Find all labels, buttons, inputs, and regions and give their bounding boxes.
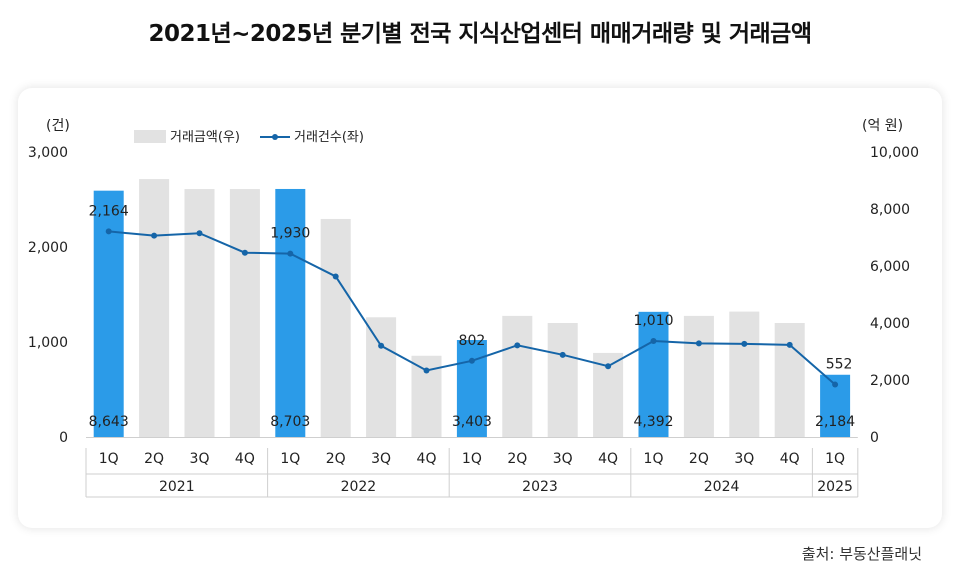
right-tick-label: 2,000 bbox=[870, 373, 910, 389]
line-point bbox=[241, 249, 248, 256]
year-label-2022: 2022 bbox=[341, 479, 377, 495]
x-tick-label: 2Q bbox=[507, 451, 527, 467]
bar-2q bbox=[502, 315, 533, 437]
x-tick-label: 1Q bbox=[99, 451, 119, 467]
bar-3q bbox=[184, 189, 215, 437]
line-point bbox=[151, 232, 158, 239]
year-label-2025: 2025 bbox=[817, 479, 853, 495]
line-point bbox=[832, 381, 839, 388]
line-value-label: 1,010 bbox=[633, 313, 673, 329]
x-tick-label: 4Q bbox=[598, 451, 618, 467]
right-tick-label: 10,000 bbox=[870, 145, 919, 161]
left-axis-unit: (건) bbox=[46, 118, 70, 134]
line-value-label: 802 bbox=[459, 333, 486, 349]
x-tick-label: 1Q bbox=[644, 451, 664, 467]
left-tick-label: 0 bbox=[59, 430, 68, 446]
bar-value-label: 3,403 bbox=[452, 414, 492, 430]
right-axis-ticks: 0 2,000 4,000 6,000 8,000 10,000 bbox=[870, 145, 919, 446]
line-point bbox=[786, 341, 793, 348]
legend: 거래금액(우) 거래건수(좌) bbox=[134, 130, 364, 145]
right-tick-label: 6,000 bbox=[870, 259, 910, 275]
line-point bbox=[695, 340, 702, 347]
chart-card bbox=[18, 88, 942, 528]
bar-2q bbox=[683, 315, 714, 437]
bar-2q bbox=[139, 179, 170, 437]
x-tick-label: 4Q bbox=[417, 451, 437, 467]
right-tick-label: 0 bbox=[870, 430, 879, 446]
line-point bbox=[105, 228, 112, 235]
line-point bbox=[514, 342, 521, 349]
left-tick-label: 3,000 bbox=[28, 145, 68, 161]
x-tick-label: 3Q bbox=[734, 451, 754, 467]
bar-value-label: 2,184 bbox=[815, 414, 855, 430]
left-tick-label: 1,000 bbox=[28, 335, 68, 351]
bar-1q bbox=[93, 190, 124, 437]
legend-bar-label: 거래금액(우) bbox=[170, 130, 240, 145]
line-point bbox=[196, 230, 203, 237]
x-tick-label: 3Q bbox=[553, 451, 573, 467]
x-axis: 1Q 2Q 3Q 4Q 1Q 2Q 3Q 4Q 1Q 2Q 3Q 4Q 1Q 2Q 3Q 4Q 1Q 2021 20… bbox=[85, 437, 859, 498]
line-point bbox=[468, 357, 475, 364]
bar-value-label: 4,392 bbox=[633, 414, 673, 430]
bar-3q bbox=[729, 311, 760, 437]
x-tick-label: 2Q bbox=[144, 451, 164, 467]
x-tick-label: 3Q bbox=[371, 451, 391, 467]
line-point bbox=[287, 250, 294, 257]
bar-1q bbox=[275, 188, 306, 437]
year-label-2024: 2024 bbox=[704, 479, 740, 495]
x-tick-label: 4Q bbox=[235, 451, 255, 467]
bar-1q bbox=[638, 311, 669, 437]
right-tick-label: 4,000 bbox=[870, 316, 910, 332]
x-tick-label: 1Q bbox=[825, 451, 845, 467]
x-tick-label: 3Q bbox=[190, 451, 210, 467]
year-label-2023: 2023 bbox=[522, 479, 558, 495]
bar-value-label: 8,703 bbox=[270, 414, 310, 430]
bar-series bbox=[93, 179, 851, 437]
line-value-label: 1,930 bbox=[270, 226, 310, 242]
line-value-label: 2,164 bbox=[89, 203, 129, 219]
legend-line-marker bbox=[272, 134, 278, 140]
year-label-2021: 2021 bbox=[159, 479, 195, 495]
x-tick-label: 1Q bbox=[280, 451, 300, 467]
right-tick-label: 8,000 bbox=[870, 202, 910, 218]
line-point bbox=[650, 338, 657, 345]
line-point bbox=[332, 273, 339, 280]
line-value-label: 552 bbox=[826, 357, 853, 373]
line-series bbox=[105, 228, 839, 388]
bar-3q bbox=[366, 317, 397, 437]
data-labels: 8,643 8,703 3,403 4,392 2,184 2,164 1,930 802 1,… bbox=[89, 203, 856, 430]
left-axis-ticks: 0 1,000 2,000 3,000 bbox=[28, 145, 68, 446]
legend-line-label: 거래건수(좌) bbox=[294, 130, 364, 145]
legend-bar-swatch bbox=[134, 130, 166, 143]
line-point bbox=[605, 363, 612, 370]
bar-4q bbox=[229, 189, 260, 437]
chart-title: 2021년~2025년 분기별 전국 지식산업센터 매매거래량 및 거래금액 bbox=[148, 21, 812, 47]
bar-3q bbox=[547, 323, 578, 437]
bar-4q bbox=[774, 323, 805, 437]
right-axis-unit: (억 원) bbox=[862, 118, 903, 134]
bar-2q bbox=[320, 218, 351, 437]
line-point bbox=[559, 351, 566, 358]
line-point bbox=[741, 340, 748, 347]
bar-value-label: 8,643 bbox=[89, 414, 129, 430]
bar-1q bbox=[456, 340, 487, 437]
left-tick-label: 2,000 bbox=[28, 240, 68, 256]
line-point bbox=[378, 342, 385, 349]
line-point bbox=[423, 367, 430, 374]
x-tick-label: 2Q bbox=[326, 451, 346, 467]
x-tick-label: 1Q bbox=[462, 451, 482, 467]
source-note: 출처: 부동산플래닛 bbox=[801, 545, 922, 563]
x-tick-label: 2Q bbox=[689, 451, 709, 467]
x-tick-label: 4Q bbox=[780, 451, 800, 467]
